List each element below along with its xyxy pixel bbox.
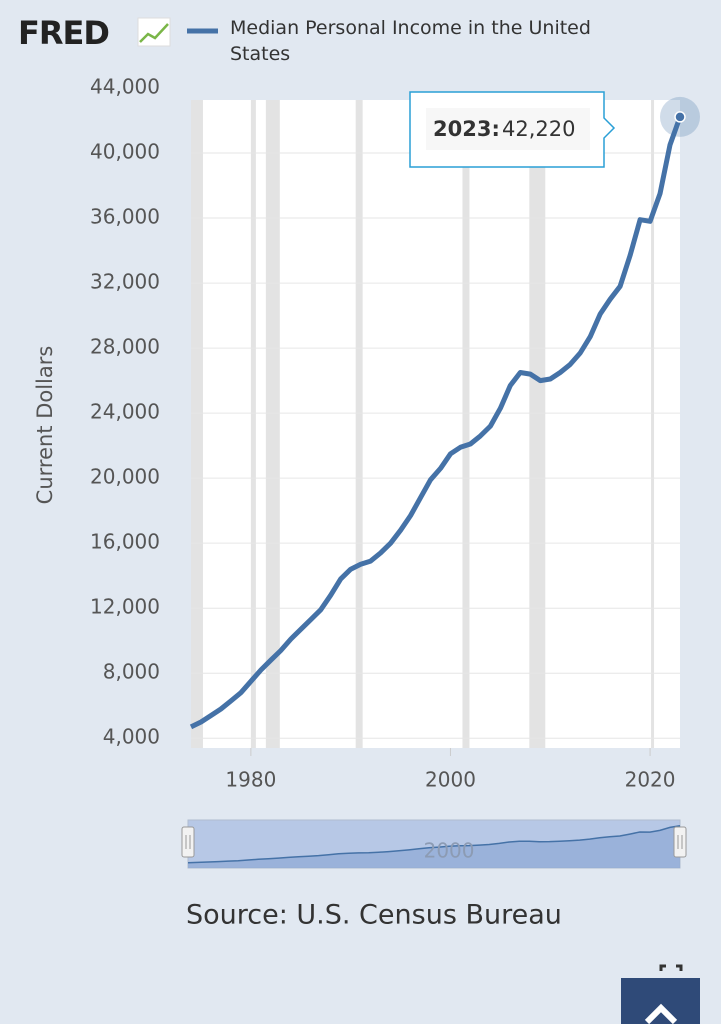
hover-point bbox=[674, 111, 686, 123]
recession-band bbox=[651, 100, 655, 748]
navigator-tick-label: 2000 bbox=[424, 839, 475, 863]
tooltip-value: 42,220 bbox=[502, 117, 575, 141]
tooltip-inner bbox=[426, 108, 590, 150]
y-tick-label: 12,000 bbox=[90, 595, 160, 619]
navigator-area bbox=[188, 825, 680, 868]
y-axis-label: Current Dollars bbox=[33, 346, 57, 505]
tooltip-title: 2023: bbox=[433, 117, 500, 141]
recession-band bbox=[462, 100, 470, 748]
navigator-handle[interactable] bbox=[181, 826, 195, 858]
logo-icon bbox=[137, 17, 171, 47]
y-tick-label: 32,000 bbox=[90, 270, 160, 294]
y-tick-label: 36,000 bbox=[90, 205, 160, 229]
legend-label: Median Personal Income in the United Stat… bbox=[230, 17, 591, 65]
recession-band bbox=[355, 100, 363, 748]
series-line bbox=[189, 116, 683, 730]
y-tick-label: 16,000 bbox=[90, 530, 160, 554]
recession-band bbox=[250, 100, 256, 748]
recession-band bbox=[191, 100, 203, 748]
logo: FRED bbox=[18, 14, 109, 52]
back-to-top[interactable] bbox=[621, 978, 700, 1024]
y-tick-label: 44,000 bbox=[90, 75, 160, 99]
y-tick-label: 28,000 bbox=[90, 335, 160, 359]
source: Source: U.S. Census Bureau bbox=[186, 900, 562, 931]
y-tick-label: 24,000 bbox=[90, 400, 160, 424]
y-tick-label: 40,000 bbox=[90, 140, 160, 164]
recession-band bbox=[529, 100, 546, 748]
y-tick-label: 4,000 bbox=[103, 725, 160, 749]
navigator-handle[interactable] bbox=[673, 826, 687, 858]
recession-band bbox=[265, 100, 280, 748]
y-tick-label: 20,000 bbox=[90, 465, 160, 489]
plot-area bbox=[191, 100, 680, 748]
y-tick-label: 8,000 bbox=[103, 660, 160, 684]
x-tick-label: 1980 bbox=[225, 768, 276, 792]
navigator-line bbox=[187, 825, 681, 864]
x-tick-label: 2000 bbox=[425, 768, 476, 792]
x-tick-label: 2020 bbox=[625, 768, 676, 792]
